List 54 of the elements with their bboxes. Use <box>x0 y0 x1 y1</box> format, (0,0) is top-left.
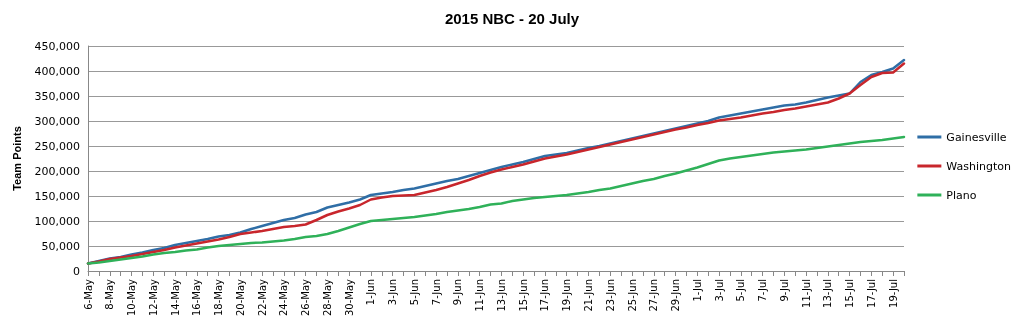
x-tick-label: 15-Jul <box>844 279 856 308</box>
y-axis-title: Team Points <box>10 126 23 191</box>
y-tick-label: 350,000 <box>34 89 80 103</box>
legend-label: Plano <box>946 188 977 202</box>
x-tick-label: 3-Jun <box>387 279 399 306</box>
y-tick-label: 300,000 <box>34 114 80 128</box>
x-tick-label: 12-May <box>147 278 159 317</box>
y-tick-label: 250,000 <box>34 139 80 153</box>
x-tick-label: 11-Jul <box>800 279 812 308</box>
x-tick-label: 23-Jun <box>604 279 616 312</box>
y-tick-label: 50,000 <box>41 239 80 253</box>
x-tick-label: 19-Jun <box>561 279 573 312</box>
x-tick-label: 20-May <box>234 278 246 317</box>
x-tick-label: 3-Jul <box>713 279 725 302</box>
x-tick-label: 19-Jul <box>887 279 899 308</box>
legend-label: Gainesville <box>946 130 1007 144</box>
y-tick-label: 200,000 <box>34 164 80 178</box>
chart-title: 2015 NBC - 20 July <box>444 10 580 27</box>
x-tick-label: 25-Jun <box>626 279 638 312</box>
x-tick-label: 5-Jul <box>735 279 747 302</box>
x-tick-label: 24-May <box>278 278 290 317</box>
y-tick-label: 450,000 <box>34 39 80 53</box>
x-tick-label: 1-Jun <box>365 279 377 306</box>
x-tick-label: 9-Jun <box>452 279 464 306</box>
x-tick-label: 7-Jun <box>430 279 442 306</box>
x-tick-label: 5-Jun <box>408 279 420 306</box>
x-tick-label: 30-May <box>343 278 355 317</box>
x-tick-label: 8-May <box>104 278 116 310</box>
x-tick-label: 11-Jun <box>474 279 486 312</box>
x-tick-label: 7-Jul <box>757 279 769 302</box>
x-tick-label: 21-Jun <box>582 279 594 312</box>
y-tick-label: 400,000 <box>34 64 80 78</box>
x-tick-label: 10-May <box>126 278 138 317</box>
x-tick-label: 28-May <box>321 278 333 317</box>
x-tick-label: 29-Jun <box>670 279 682 312</box>
x-tick-label: 26-May <box>300 278 312 317</box>
x-tick-label: 6-May <box>82 278 94 310</box>
x-tick-label: 22-May <box>256 278 268 317</box>
y-tick-label: 100,000 <box>34 214 80 228</box>
x-tick-label: 16-May <box>191 278 203 317</box>
x-tick-label: 17-Jun <box>539 279 551 312</box>
x-tick-label: 18-May <box>213 278 225 317</box>
x-tick-label: 14-May <box>169 278 181 317</box>
x-tick-label: 1-Jul <box>691 279 703 302</box>
x-tick-label: 15-Jun <box>517 279 529 312</box>
legend-label: Washington <box>946 159 1012 173</box>
y-tick-label: 150,000 <box>34 189 80 203</box>
x-tick-label: 13-Jun <box>495 279 507 312</box>
y-tick-label: 0 <box>73 264 80 278</box>
line-series <box>86 135 906 265</box>
x-tick-label: 27-Jun <box>648 279 660 312</box>
x-tick-label: 13-Jul <box>822 279 834 308</box>
x-tick-label: 9-Jul <box>778 279 790 302</box>
x-tick-label: 17-Jul <box>865 279 877 308</box>
